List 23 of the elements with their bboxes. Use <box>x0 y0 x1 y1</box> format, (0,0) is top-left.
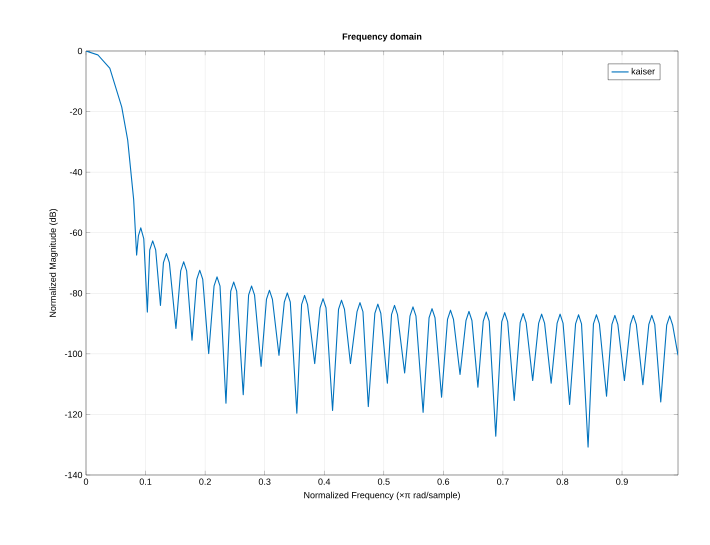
y-tick-label: 0 <box>78 48 82 54</box>
x-tick-label: 0.8 <box>556 478 568 485</box>
x-axis-title: Normalized Frequency (×π rad/sample) <box>304 492 460 500</box>
x-tick-label: 0.2 <box>199 478 211 485</box>
y-tick-label: -80 <box>70 290 82 296</box>
y-tick-label: -20 <box>70 108 82 115</box>
y-axis-title: Normalized Magnitude (dB) <box>49 209 58 317</box>
y-tick-label: -40 <box>70 168 82 176</box>
y-tick-label: -60 <box>70 230 82 236</box>
y-tick-label: -100 <box>64 350 82 358</box>
x-tick-label: 0.7 <box>497 478 509 485</box>
x-tick-label: 0.1 <box>140 478 152 485</box>
y-tick-label: -120 <box>64 411 82 418</box>
line-series <box>86 50 678 448</box>
x-tick-label: 0 <box>84 478 88 485</box>
chart-title: Frequency domain <box>342 33 422 42</box>
x-tick-label: 0.4 <box>318 478 330 485</box>
x-tick-label: 0.5 <box>378 478 390 485</box>
legend-label: kaiser <box>632 68 655 74</box>
x-tick-label: 0.6 <box>437 478 450 485</box>
y-tick-label: -140 <box>64 472 82 478</box>
x-tick-label: 0.3 <box>258 478 271 485</box>
x-tick-label: 0.9 <box>616 478 628 485</box>
